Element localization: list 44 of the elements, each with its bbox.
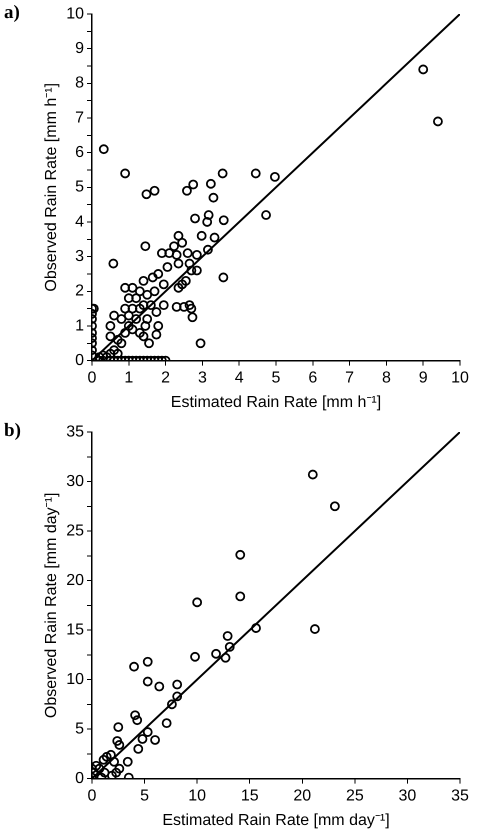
- x-tick-label: 10: [451, 370, 469, 387]
- y-tick-label: 4: [75, 213, 84, 230]
- x-tick-label: 35: [451, 788, 469, 805]
- y-tick-label: 9: [75, 40, 84, 58]
- y-tick-label: 0: [75, 352, 84, 370]
- y-tick-label: 2: [75, 282, 84, 300]
- x-tick-label: 15: [240, 788, 259, 805]
- x-tick-label: 1: [124, 370, 134, 387]
- x-tick-label: 8: [382, 370, 391, 387]
- x-axis-title: Estimated Rain Rate [mm day⁻¹]: [162, 812, 390, 829]
- x-tick-label: 5: [272, 370, 281, 387]
- x-tick-label: 6: [308, 370, 318, 387]
- text: a): [4, 2, 20, 24]
- x-tick-label: 10: [188, 788, 206, 805]
- x-tick-label: 0: [88, 788, 97, 805]
- x-tick-label: 7: [345, 370, 354, 387]
- y-tick-label: 6: [75, 144, 84, 162]
- y-tick-label: 10: [66, 670, 84, 688]
- y-tick-label: 20: [66, 572, 84, 589]
- y-tick-label: 10: [66, 5, 84, 22]
- x-tick-label: 2: [161, 370, 170, 387]
- y-tick-label: 15: [66, 621, 84, 638]
- x-tick-label: 4: [234, 370, 244, 387]
- x-tick-label: 3: [198, 370, 207, 387]
- text: b): [4, 420, 21, 442]
- x-tick-label: 30: [398, 788, 416, 805]
- x-tick-label: 5: [140, 788, 150, 805]
- y-tick-label: 35: [66, 423, 84, 440]
- x-tick-label: 25: [346, 788, 364, 805]
- x-axis-title: Estimated Rain Rate [mm h⁻¹]: [170, 394, 382, 411]
- y-tick-label: 3: [75, 248, 84, 266]
- x-tick-label: 20: [293, 788, 312, 805]
- y-tick-label: 30: [66, 472, 84, 490]
- x-tick-label: 0: [88, 370, 97, 387]
- y-tick-label: 0: [75, 770, 84, 788]
- y-tick-label: 7: [75, 109, 84, 126]
- y-axis-title: Observed Rain Rate [mm day⁻¹]: [43, 492, 60, 718]
- y-tick-label: 8: [75, 74, 84, 92]
- y-tick-label: 5: [75, 720, 84, 738]
- y-tick-label: 5: [75, 178, 84, 196]
- y-tick-label: 1: [75, 317, 84, 334]
- y-axis-title: Observed Rain Rate [mm h⁻¹]: [43, 82, 60, 292]
- x-tick-label: 9: [418, 370, 428, 387]
- y-tick-label: 25: [66, 522, 84, 540]
